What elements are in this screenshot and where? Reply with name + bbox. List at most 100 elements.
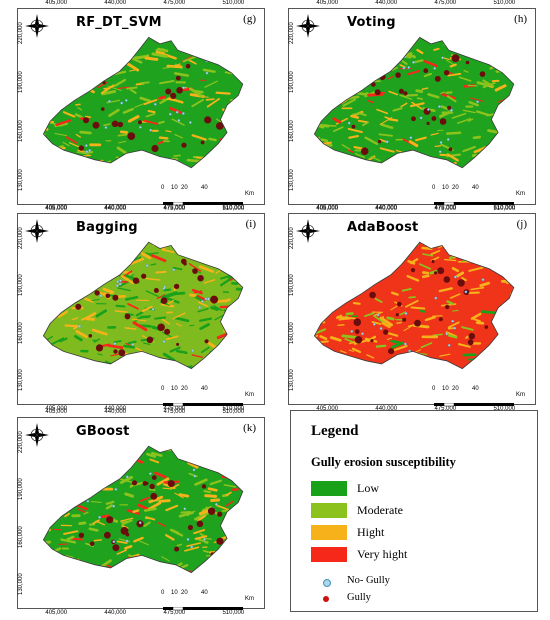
susceptibility-patch [333, 37, 340, 40]
susceptibility-patch [432, 333, 443, 337]
susceptibility-patch [518, 303, 525, 305]
susceptibility-patch [393, 345, 408, 352]
no-gully-point [446, 138, 450, 141]
susceptibility-patch [91, 485, 103, 490]
susceptibility-patch [139, 497, 150, 502]
susceptibility-patch [125, 248, 134, 255]
susceptibility-patch [31, 585, 39, 590]
no-gully-point [481, 278, 485, 282]
susceptibility-patch [123, 344, 135, 349]
susceptibility-patch [421, 246, 433, 251]
susceptibility-patch [524, 180, 530, 181]
gully-point [398, 88, 404, 94]
panel-title: GBoost [76, 424, 130, 439]
susceptibility-patch [176, 543, 183, 547]
gully-point [174, 546, 180, 552]
susceptibility-patch [516, 34, 528, 40]
no-gully-point [385, 140, 389, 144]
susceptibility-patch [96, 472, 105, 476]
susceptibility-patch [152, 243, 160, 247]
gully-point [439, 118, 447, 125]
susceptibility-patch [43, 258, 52, 261]
susceptibility-patch [48, 73, 63, 82]
susceptibility-patch [324, 352, 336, 357]
susceptibility-patch [510, 103, 514, 107]
susceptibility-patch [125, 62, 140, 72]
susceptibility-patch [98, 446, 106, 447]
susceptibility-patch [144, 561, 156, 569]
no-gully-point [113, 272, 117, 275]
susceptibility-patch [120, 274, 135, 285]
legend-class-label: Very hight [357, 547, 408, 561]
gully-point [112, 294, 119, 301]
susceptibility-patch [371, 321, 382, 325]
susceptibility-patch [517, 88, 527, 95]
susceptibility-patch [525, 40, 533, 41]
susceptibility-patch [115, 570, 130, 573]
y-tick-label: 190,000 [18, 274, 24, 297]
susceptibility-patch [56, 498, 69, 505]
susceptibility-patch [176, 349, 188, 355]
susceptibility-patch [402, 235, 411, 239]
no-gully-point [108, 99, 111, 103]
susceptibility-patch [422, 271, 430, 275]
susceptibility-patch [57, 305, 65, 310]
x-tick-label: 510,000 [222, 206, 245, 212]
susceptibility-patch [115, 236, 122, 240]
susceptibility-patch [430, 249, 441, 256]
gully-point [185, 63, 191, 69]
susceptibility-patch [405, 157, 420, 167]
susceptibility-patch [302, 274, 308, 275]
susceptibility-patch [221, 42, 232, 51]
gully-point [167, 480, 175, 488]
susceptibility-patch [182, 41, 192, 49]
susceptibility-patch [318, 171, 331, 172]
susceptibility-patch [119, 457, 136, 461]
susceptibility-patch [483, 362, 490, 365]
gully-point [176, 342, 180, 346]
susceptibility-patch [83, 511, 89, 515]
susceptibility-patch [60, 538, 77, 544]
no-gully-point [145, 264, 149, 267]
no-gully-point [181, 112, 185, 115]
susceptibility-patch [178, 493, 190, 498]
gully-point [217, 511, 223, 517]
susceptibility-patch [114, 265, 124, 271]
susceptibility-patch [487, 129, 499, 134]
susceptibility-patch [447, 327, 455, 330]
susceptibility-patch [387, 337, 392, 341]
susceptibility-patch [120, 519, 133, 524]
susceptibility-patch [222, 244, 230, 249]
susceptibility-patch [146, 184, 151, 187]
susceptibility-patch [409, 170, 419, 176]
susceptibility-patch [458, 76, 472, 82]
susceptibility-patch [366, 335, 377, 343]
gully-point [197, 275, 204, 282]
susceptibility-patch [522, 318, 531, 324]
susceptibility-patch [92, 596, 97, 598]
gully-point [75, 303, 82, 310]
susceptibility-patch [133, 536, 144, 543]
susceptibility-patch [150, 254, 167, 263]
map-panel-g: RF_DT_SVM (g) 405,000 440,000 475,000 510,0… [17, 0, 265, 212]
susceptibility-patch [252, 245, 257, 249]
bottom-x-ticks: 405,000 440,000 475,000 510,000 [289, 406, 535, 414]
gully-point [141, 273, 147, 279]
x-tick-label: 440,000 [104, 409, 127, 415]
susceptibility-patch [309, 185, 320, 189]
susceptibility-patch [239, 117, 243, 122]
susceptibility-patch [113, 340, 122, 344]
susceptibility-patch [31, 515, 39, 518]
susceptibility-patch [125, 577, 134, 579]
gully-point [78, 532, 85, 538]
susceptibility-patch [194, 295, 204, 302]
susceptibility-patch [68, 64, 80, 68]
no-gully-point [361, 332, 364, 336]
susceptibility-patch [461, 238, 475, 239]
susceptibility-patch [476, 81, 489, 87]
gully-point [360, 147, 369, 155]
susceptibility-patch [327, 278, 337, 282]
susceptibility-patch [230, 334, 238, 341]
susceptibility-patch [76, 488, 85, 494]
susceptibility-patch [92, 182, 98, 184]
